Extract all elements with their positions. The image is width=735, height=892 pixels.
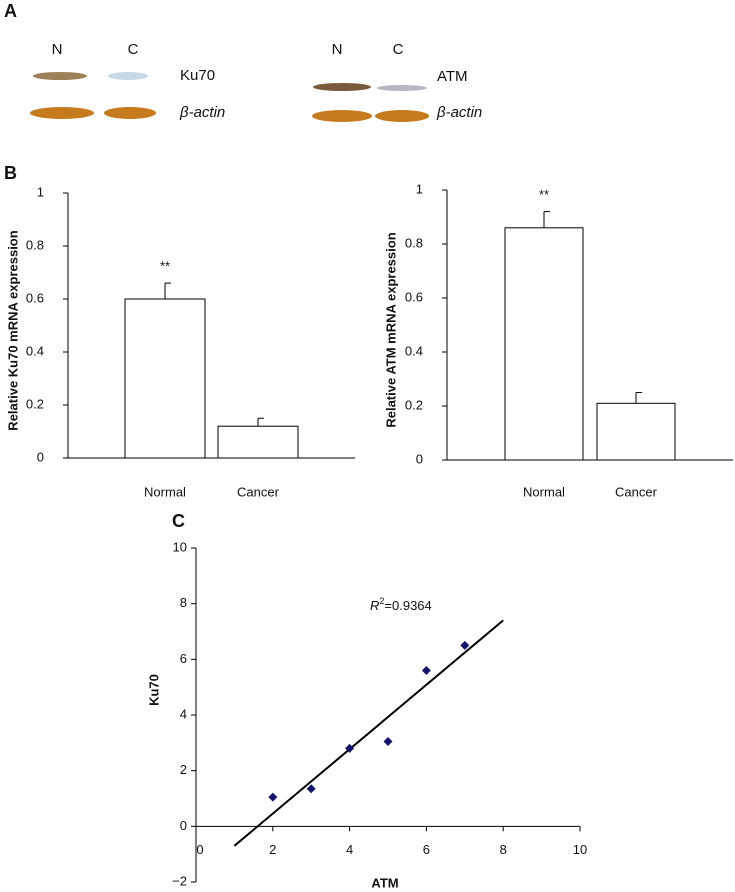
significance: **: [160, 259, 170, 274]
bar: [124, 298, 206, 459]
band: [30, 107, 94, 119]
x-tick-label: 6: [423, 842, 430, 857]
band: [313, 83, 371, 91]
point: [268, 792, 278, 802]
annotation-exponent: 2: [379, 596, 384, 606]
x-tick-label: 0: [196, 842, 203, 857]
point: [345, 743, 355, 753]
control-label: β-actin: [179, 104, 225, 121]
protein-label: Ku70: [180, 67, 215, 84]
y-tick-label: 0.2: [26, 396, 44, 411]
category-label: Normal: [523, 484, 565, 499]
y-tick-label: 0.8: [26, 237, 44, 252]
y-tick-label: 0.6: [26, 290, 44, 305]
y-tick-label: 0: [416, 451, 423, 466]
y-tick-label: 0: [37, 449, 44, 464]
y-tick-label: 2: [180, 762, 187, 777]
panel-label: A: [4, 1, 17, 21]
y-tick-label: 6: [180, 651, 187, 666]
fit-line: [233, 619, 504, 847]
y-tick-label: 0.2: [405, 397, 423, 412]
lane-label: C: [393, 41, 404, 58]
control-label: β-actin: [436, 104, 482, 121]
point: [421, 665, 431, 675]
y-axis-label: Ku70: [146, 674, 161, 706]
point: [306, 784, 316, 794]
y-axis-label: Relative ATM mRNA expression: [383, 232, 398, 427]
bar: [504, 227, 584, 461]
panel-label: C: [172, 511, 185, 531]
y-axis-label: Relative Ku70 mRNA expression: [5, 230, 20, 430]
band: [375, 110, 429, 122]
band: [33, 72, 87, 80]
annotation-symbol: R: [370, 598, 379, 613]
lane-label: N: [52, 41, 63, 58]
band: [377, 85, 427, 91]
bar: [217, 425, 299, 459]
bar: [596, 402, 676, 461]
y-tick-label: 10: [173, 539, 187, 554]
point: [460, 640, 470, 650]
category-label: Cancer: [615, 484, 658, 499]
category-label: Normal: [144, 484, 186, 499]
x-tick-label: 8: [500, 842, 507, 857]
x-tick-label: 4: [346, 842, 353, 857]
y-tick-label: 0.4: [405, 343, 423, 358]
x-tick-label: 10: [573, 842, 587, 857]
y-tick-label: 0.6: [405, 289, 423, 304]
y-tick-label: 8: [180, 595, 187, 610]
band: [312, 110, 372, 122]
y-tick-label: 1: [416, 181, 423, 196]
band: [104, 107, 156, 119]
point: [383, 736, 393, 746]
band: [108, 72, 148, 80]
annotation: R2=0.9364: [370, 596, 432, 613]
annotation-text: =0.9364: [384, 598, 431, 613]
y-tick-label: 0.4: [26, 343, 44, 358]
panel-label: B: [4, 163, 17, 183]
category-label: Cancer: [237, 484, 280, 499]
significance: **: [539, 187, 549, 202]
y-tick-label: 0.8: [405, 235, 423, 250]
x-axis-label: ATM: [371, 875, 398, 890]
protein-label: ATM: [437, 68, 468, 85]
lane-label: N: [332, 41, 343, 58]
y-tick-label: 0: [180, 818, 187, 833]
y-tick-label: −2: [172, 873, 187, 888]
x-tick-label: 2: [269, 842, 276, 857]
lane-label: C: [128, 41, 139, 58]
y-tick-label: 1: [37, 184, 44, 199]
y-tick-label: 4: [180, 706, 187, 721]
